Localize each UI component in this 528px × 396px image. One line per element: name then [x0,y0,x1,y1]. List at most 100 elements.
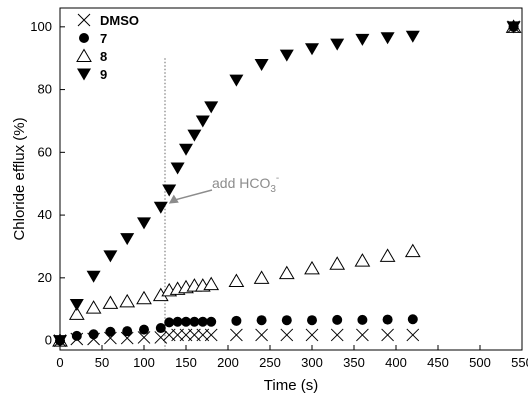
data-point-9 [355,33,370,46]
data-point-9 [254,58,269,71]
data-point-dmso [137,331,151,344]
x-tick-label: 150 [175,355,197,370]
data-point-8 [85,300,102,314]
data-point-dmso [87,332,100,346]
x-tick-label: 550 [511,355,528,370]
legend-marker-dmso [77,13,91,27]
series-8 [52,19,522,347]
data-point-8 [228,273,245,287]
legend-marker-8 [76,48,92,62]
data-point-7 [88,329,99,340]
data-point-8 [354,253,371,267]
data-point-7 [189,316,200,327]
data-point-9 [137,217,151,230]
data-point-7 [332,314,343,325]
data-point-8 [304,260,320,275]
y-axis-title: Chloride efflux (%) [11,117,28,240]
plot-frame [59,7,523,351]
series-9 [53,21,521,348]
x-tick-label: 200 [217,355,239,370]
data-point-8 [253,270,270,284]
data-point-7 [71,330,82,341]
data-point-7 [181,316,191,327]
data-point-9 [120,233,135,246]
data-point-9 [405,30,420,43]
legend: DMSO 7 8 9 [76,13,139,82]
data-point-8 [136,290,152,305]
data-point-7 [206,316,217,327]
x-axis-title: Time (s) [264,377,318,394]
y-tick-label: 60 [38,144,52,159]
data-point-dmso [255,328,268,342]
legend-marker-7 [79,33,89,43]
data-point-dmso [280,328,294,342]
data-point-9 [86,270,101,283]
data-point-9 [179,143,193,156]
data-point-9 [506,21,521,34]
data-point-7 [281,315,292,326]
x-tick-label: 500 [469,355,491,370]
data-point-7 [357,314,368,325]
data-point-9 [53,335,67,348]
data-point-dmso [406,328,420,342]
data-point-dmso [70,332,84,346]
data-points [52,19,522,348]
data-point-7 [164,317,175,328]
axes [59,7,523,351]
data-point-dmso [381,328,394,342]
data-point-dmso [154,331,168,344]
x-tick-label: 100 [133,355,155,370]
data-point-7 [197,316,208,327]
data-point-8 [278,265,295,280]
y-tick-label: 20 [38,270,52,285]
y-tick-label: 40 [38,207,52,222]
data-point-9 [330,38,345,51]
data-point-dmso [330,328,344,342]
data-point-9 [279,49,294,62]
data-point-7 [105,326,116,337]
x-tick-label: 400 [385,355,407,370]
data-point-9 [162,184,177,197]
data-point-7 [382,314,393,325]
data-point-7 [172,316,183,327]
legend-label-9: 9 [100,67,107,82]
annotation-arrow-line [175,189,213,201]
data-point-7 [307,315,317,326]
data-point-8 [68,306,85,320]
y-tick-label: 0 [45,333,52,348]
legend-label-8: 8 [100,49,107,64]
data-point-dmso [204,328,218,342]
data-point-dmso [104,331,117,345]
data-point-9 [380,32,395,45]
annotation-arrow-head [168,194,179,204]
legend-label-dmso: DMSO [100,13,139,28]
x-tick-label: 0 [56,355,63,370]
data-point-8 [329,256,346,270]
series-7 [55,21,519,346]
y-tick-label: 100 [30,19,52,34]
data-point-7 [155,323,166,334]
series-dmso [53,20,520,347]
x-tick-label: 350 [343,355,365,370]
legend-marker-9 [77,68,91,81]
data-point-8 [119,293,136,308]
data-point-7 [139,324,149,335]
legend-label-7: 7 [100,31,107,46]
x-tick-label: 450 [427,355,449,370]
data-point-7 [231,315,242,326]
data-point-9 [103,250,118,263]
data-point-9 [305,43,319,56]
data-point-9 [153,201,168,214]
data-point-7 [407,314,418,325]
x-tick-label: 50 [95,355,109,370]
data-point-9 [195,115,210,128]
data-point-8 [379,248,396,262]
data-point-8 [102,295,119,309]
data-point-8 [404,243,421,258]
data-point-9 [204,101,219,114]
data-point-7 [256,315,267,326]
x-tick-label: 300 [301,355,323,370]
annotation: add HCO3- [168,173,279,204]
data-point-dmso [230,328,243,342]
